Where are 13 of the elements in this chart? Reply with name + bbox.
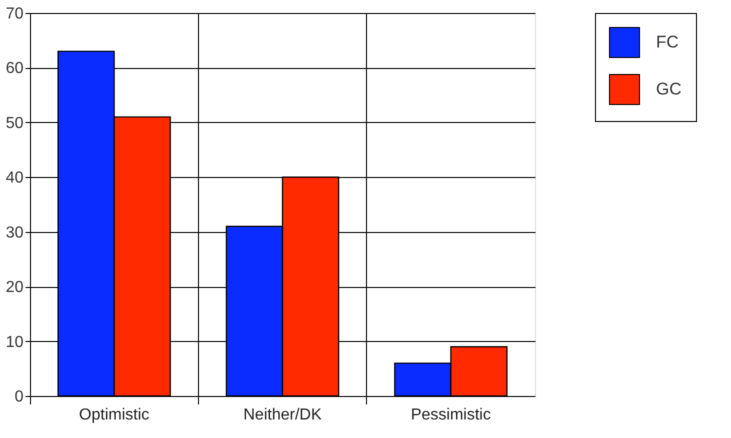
x-tick-label: Optimistic <box>79 406 150 424</box>
y-tick-label: 40 <box>6 170 24 187</box>
legend-label: FC <box>656 32 679 52</box>
y-tick-label: 50 <box>6 114 24 132</box>
y-tick-label: 70 <box>6 6 24 22</box>
y-tick-label: 20 <box>6 279 24 296</box>
x-tick-label: Neither/DK <box>243 406 322 424</box>
y-tick-label: 30 <box>6 224 24 242</box>
y-tick-label: 0 <box>14 388 24 406</box>
x-tick-label: Pessimistic <box>410 406 491 424</box>
legend-label: GC <box>656 80 682 98</box>
y-tick-label: 60 <box>6 60 24 78</box>
y-tick-label: 10 <box>6 334 24 351</box>
